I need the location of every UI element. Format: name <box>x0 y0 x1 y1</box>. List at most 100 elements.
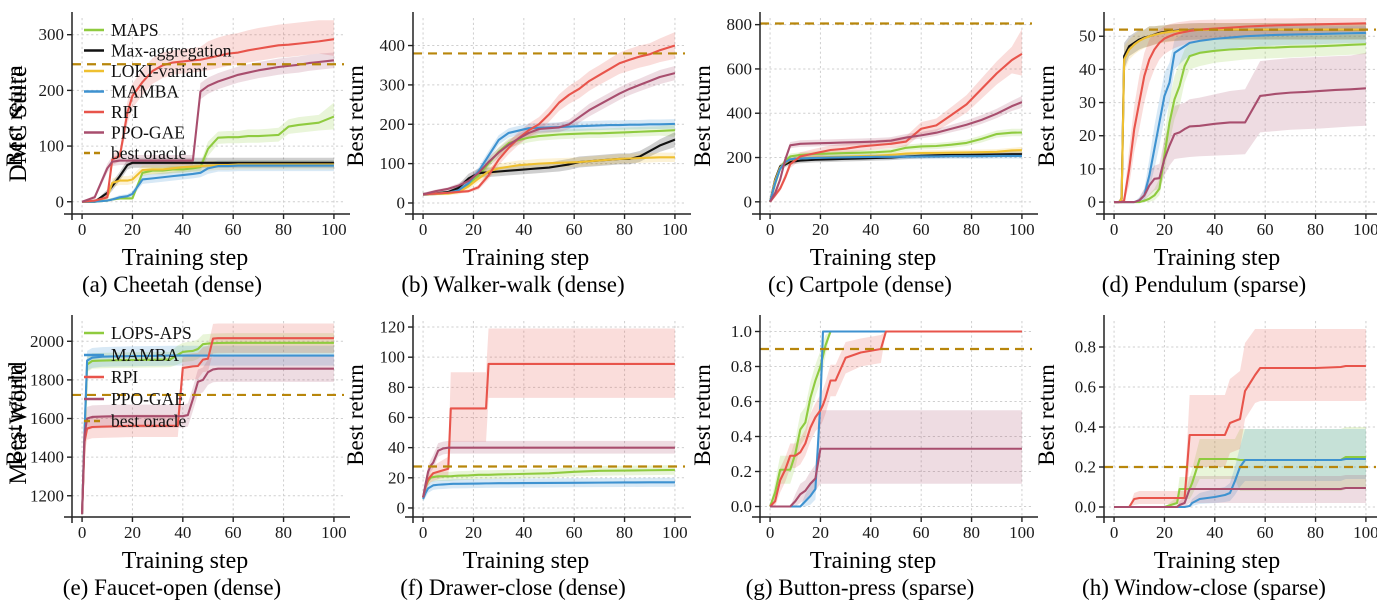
xtick-label: 20 <box>465 523 482 542</box>
legend-label-max-aggregation: Max-aggregation <box>111 41 232 61</box>
panel-b: Best return 0 20 40 60 80 100 0 100 200 300 400 Tr… <box>341 0 691 298</box>
xtick-label: 60 <box>913 523 930 542</box>
xtick-label: 60 <box>913 220 930 239</box>
ytick-label: 0 <box>397 498 406 517</box>
ytick-label: 0.4 <box>731 427 753 446</box>
band-maps <box>1114 34 1366 203</box>
line-max-aggregation <box>82 161 334 203</box>
ytick-label: 200 <box>380 115 406 134</box>
panel-c-plot: 0 20 40 60 80 100 0 200 400 600 800 <box>718 6 1048 248</box>
xtick-label: 20 <box>465 220 482 239</box>
band-mamba <box>1114 26 1366 203</box>
panel-d: Best return 0 20 40 60 80 100 0 10 20 30 40 50 Trai… <box>1032 0 1377 298</box>
xtick-label: 0 <box>78 523 87 542</box>
axes <box>1096 315 1377 523</box>
ytick-label: 0.8 <box>1075 338 1096 357</box>
axes <box>1096 12 1377 220</box>
panel-a-ylabel: Best return <box>2 65 27 167</box>
ytick-label: 400 <box>380 36 406 55</box>
ytick-label: 0 <box>744 192 753 211</box>
ytick-label: 1.0 <box>731 322 752 341</box>
line-maps <box>769 131 1022 203</box>
tick-labels: 0 20 40 60 80 100 0 20 40 60 80 100 120 <box>380 318 688 542</box>
panel-h-caption: (h) Window-close (sparse) <box>1082 575 1326 600</box>
xtick-label: 20 <box>1156 523 1173 542</box>
xtick-label: 40 <box>174 523 191 542</box>
line-rpi <box>81 337 334 515</box>
tick-labels: 0 20 40 60 80 100 0.0 0.2 0.4 0.6 0.8 1.0 <box>731 322 1035 542</box>
line-rpi <box>81 38 335 203</box>
band-rpi <box>82 20 334 202</box>
legend-dmc: MAPSMax-aggregationLOKI-variantMAMBARPIP… <box>84 20 232 163</box>
panel-e: Best return 0 20 40 60 80 100 1200 1400 1600 1800… <box>0 299 350 600</box>
tick-labels: 0 20 40 60 80 100 0 100 200 300 400 <box>380 36 688 239</box>
panel-d-caption: (d) Pendulum (sparse) <box>1101 272 1307 297</box>
tick-labels: 0 20 40 60 80 100 1200 1400 1600 1800 2000 <box>30 332 347 542</box>
line-rpi <box>422 362 675 498</box>
band-ppo-gae <box>770 410 1022 507</box>
line-ppo-gae <box>422 446 675 498</box>
band-rpi <box>423 328 675 501</box>
chart-d: 0 20 40 60 80 100 0 10 20 30 40 50 <box>1079 12 1377 239</box>
line-lops-aps <box>422 468 675 498</box>
ytick-label: 0.0 <box>1075 498 1096 517</box>
xtick-label: 0 <box>1110 523 1119 542</box>
xtick-label: 80 <box>1307 220 1324 239</box>
chart-a: 0 20 40 60 80 100 0 100 200 300 MAPSMax-aggregatio… <box>39 12 350 239</box>
band-lops-aps <box>82 333 334 516</box>
line-rpi <box>1114 364 1366 509</box>
ytick-label: 0.2 <box>1075 458 1096 477</box>
panel-b-plot: 0 20 40 60 80 100 0 100 200 300 400 <box>371 6 701 248</box>
legend-label-rpi: RPI <box>111 367 138 387</box>
xtick-label: 80 <box>616 220 633 239</box>
chart-f: 0 20 40 60 80 100 0 20 40 60 80 100 120 <box>380 315 691 542</box>
legend-label-loki-variant: LOKI-variant <box>111 61 207 81</box>
band-rpi <box>770 331 1022 507</box>
line-mamba <box>82 164 334 203</box>
line-max-aggregation <box>769 153 1022 203</box>
ytick-label: 80 <box>388 378 405 397</box>
panel-g-caption: (g) Button-press (sparse) <box>745 575 975 600</box>
xtick-label: 40 <box>515 523 532 542</box>
ytick-label: 10 <box>1079 159 1096 178</box>
ytick-label: 0 <box>397 193 406 212</box>
xtick-label: 100 <box>321 523 347 542</box>
ytick-label: 0.6 <box>731 392 752 411</box>
xtick-label: 0 <box>766 523 775 542</box>
line-rpi <box>769 330 1022 508</box>
xtick-label: 60 <box>225 523 242 542</box>
tick-labels: 0 20 40 60 80 100 0 200 400 600 800 <box>727 15 1035 239</box>
ytick-label: 120 <box>380 318 406 337</box>
ytick-label: 0.2 <box>731 462 752 481</box>
ytick-label: 400 <box>727 104 753 123</box>
gridlines <box>1104 18 1376 214</box>
axes <box>405 12 691 220</box>
line-mamba <box>81 354 334 515</box>
line-maps <box>82 115 335 203</box>
band-loki-variant <box>423 152 675 196</box>
chart-g: 0 20 40 60 80 100 0.0 0.2 0.4 0.6 0.8 1.0 <box>731 315 1038 542</box>
xtick-label: 100 <box>662 220 688 239</box>
tick-labels: 0 20 40 60 80 100 0 100 200 300 <box>39 25 347 239</box>
series-lines <box>81 337 334 515</box>
band-ppo-gae <box>82 52 334 202</box>
ytick-label: 800 <box>727 15 753 34</box>
line-ppo-gae <box>770 447 1022 508</box>
panel-b-caption: (b) Walker-walk (dense) <box>401 272 625 297</box>
panel-f-ylabel: Best return <box>343 364 368 466</box>
panel-c-caption: (c) Cartpole (dense) <box>768 272 952 297</box>
ytick-label: 100 <box>380 154 406 173</box>
line-loki-variant <box>82 163 334 203</box>
panel-a-xlabel: Training step <box>121 245 249 271</box>
ytick-label: 600 <box>727 59 753 78</box>
xtick-label: 60 <box>225 220 242 239</box>
ytick-label: 20 <box>1079 126 1096 145</box>
gridlines <box>413 321 685 517</box>
ytick-label: 0.8 <box>731 357 752 376</box>
panel-h-plot: 0 20 40 60 80 100 0.0 0.2 0.4 0.6 0.8 <box>1062 309 1377 551</box>
band-ppo-gae <box>1114 475 1366 507</box>
band-maps <box>770 128 1022 202</box>
ytick-label: 100 <box>39 137 65 156</box>
